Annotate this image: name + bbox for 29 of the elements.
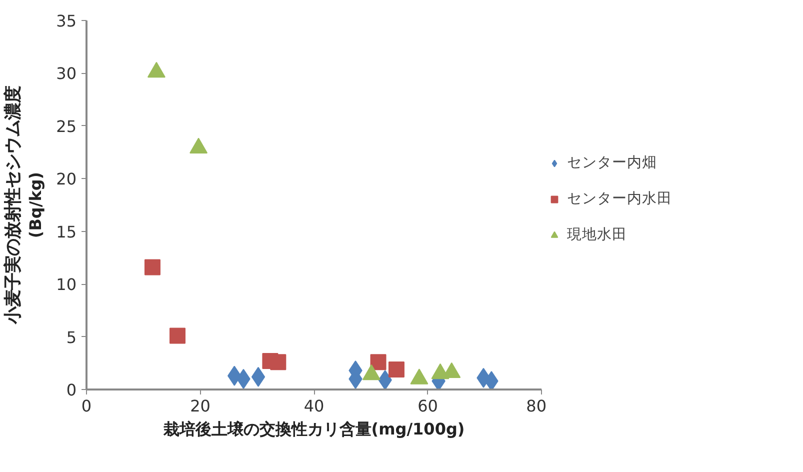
x-tick-label: 0	[81, 396, 92, 416]
point	[170, 328, 186, 344]
point	[147, 62, 166, 78]
y-tick-label: 30	[56, 64, 76, 84]
y2-axis-title: (Bq/kg)	[26, 172, 46, 238]
y-tick-label: 15	[56, 222, 76, 242]
y-tick-label: 20	[56, 170, 76, 189]
x-tick-label: 40	[304, 396, 324, 416]
x-axis-title: 栽培後土壌の交換性カリ含量(mg/100g)	[162, 420, 465, 438]
x-tick-label: 80	[526, 396, 546, 416]
legend-label: センター内畑	[567, 153, 657, 172]
legend-label: センター内水田	[567, 189, 672, 208]
point	[144, 259, 160, 276]
point	[484, 371, 498, 390]
y-tick-label: 10	[56, 275, 76, 294]
point	[370, 354, 386, 370]
x-tick-label: 20	[190, 396, 210, 416]
legend-label: 現地水田	[567, 225, 627, 244]
point	[378, 370, 392, 390]
point	[190, 138, 208, 154]
point	[251, 366, 266, 387]
y-tick-label: 5	[66, 328, 77, 347]
y-tick-label: 0	[66, 380, 77, 400]
point	[270, 354, 286, 370]
x-tick-label: 60	[418, 396, 438, 416]
point	[388, 361, 404, 378]
y-tick-label: 25	[56, 116, 76, 136]
y-axis-title: 小麦子実の放射性セシウム濃度	[4, 86, 24, 325]
y-tick-label: 35	[56, 12, 76, 30]
